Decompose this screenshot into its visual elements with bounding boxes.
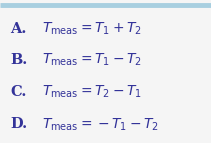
Text: $T_{\mathrm{meas}} = -T_1 - T_2$: $T_{\mathrm{meas}} = -T_1 - T_2$ <box>42 116 159 133</box>
Text: $T_{\mathrm{meas}} = T_2 - T_1$: $T_{\mathrm{meas}} = T_2 - T_1$ <box>42 83 142 100</box>
Text: A.: A. <box>11 22 27 36</box>
Text: $T_{\mathrm{meas}} = T_1 - T_2$: $T_{\mathrm{meas}} = T_1 - T_2$ <box>42 52 142 68</box>
Text: D.: D. <box>11 117 28 131</box>
Text: C.: C. <box>11 85 27 99</box>
Text: $T_{\mathrm{meas}} = T_1 + T_2$: $T_{\mathrm{meas}} = T_1 + T_2$ <box>42 20 142 37</box>
Text: B.: B. <box>11 53 28 67</box>
